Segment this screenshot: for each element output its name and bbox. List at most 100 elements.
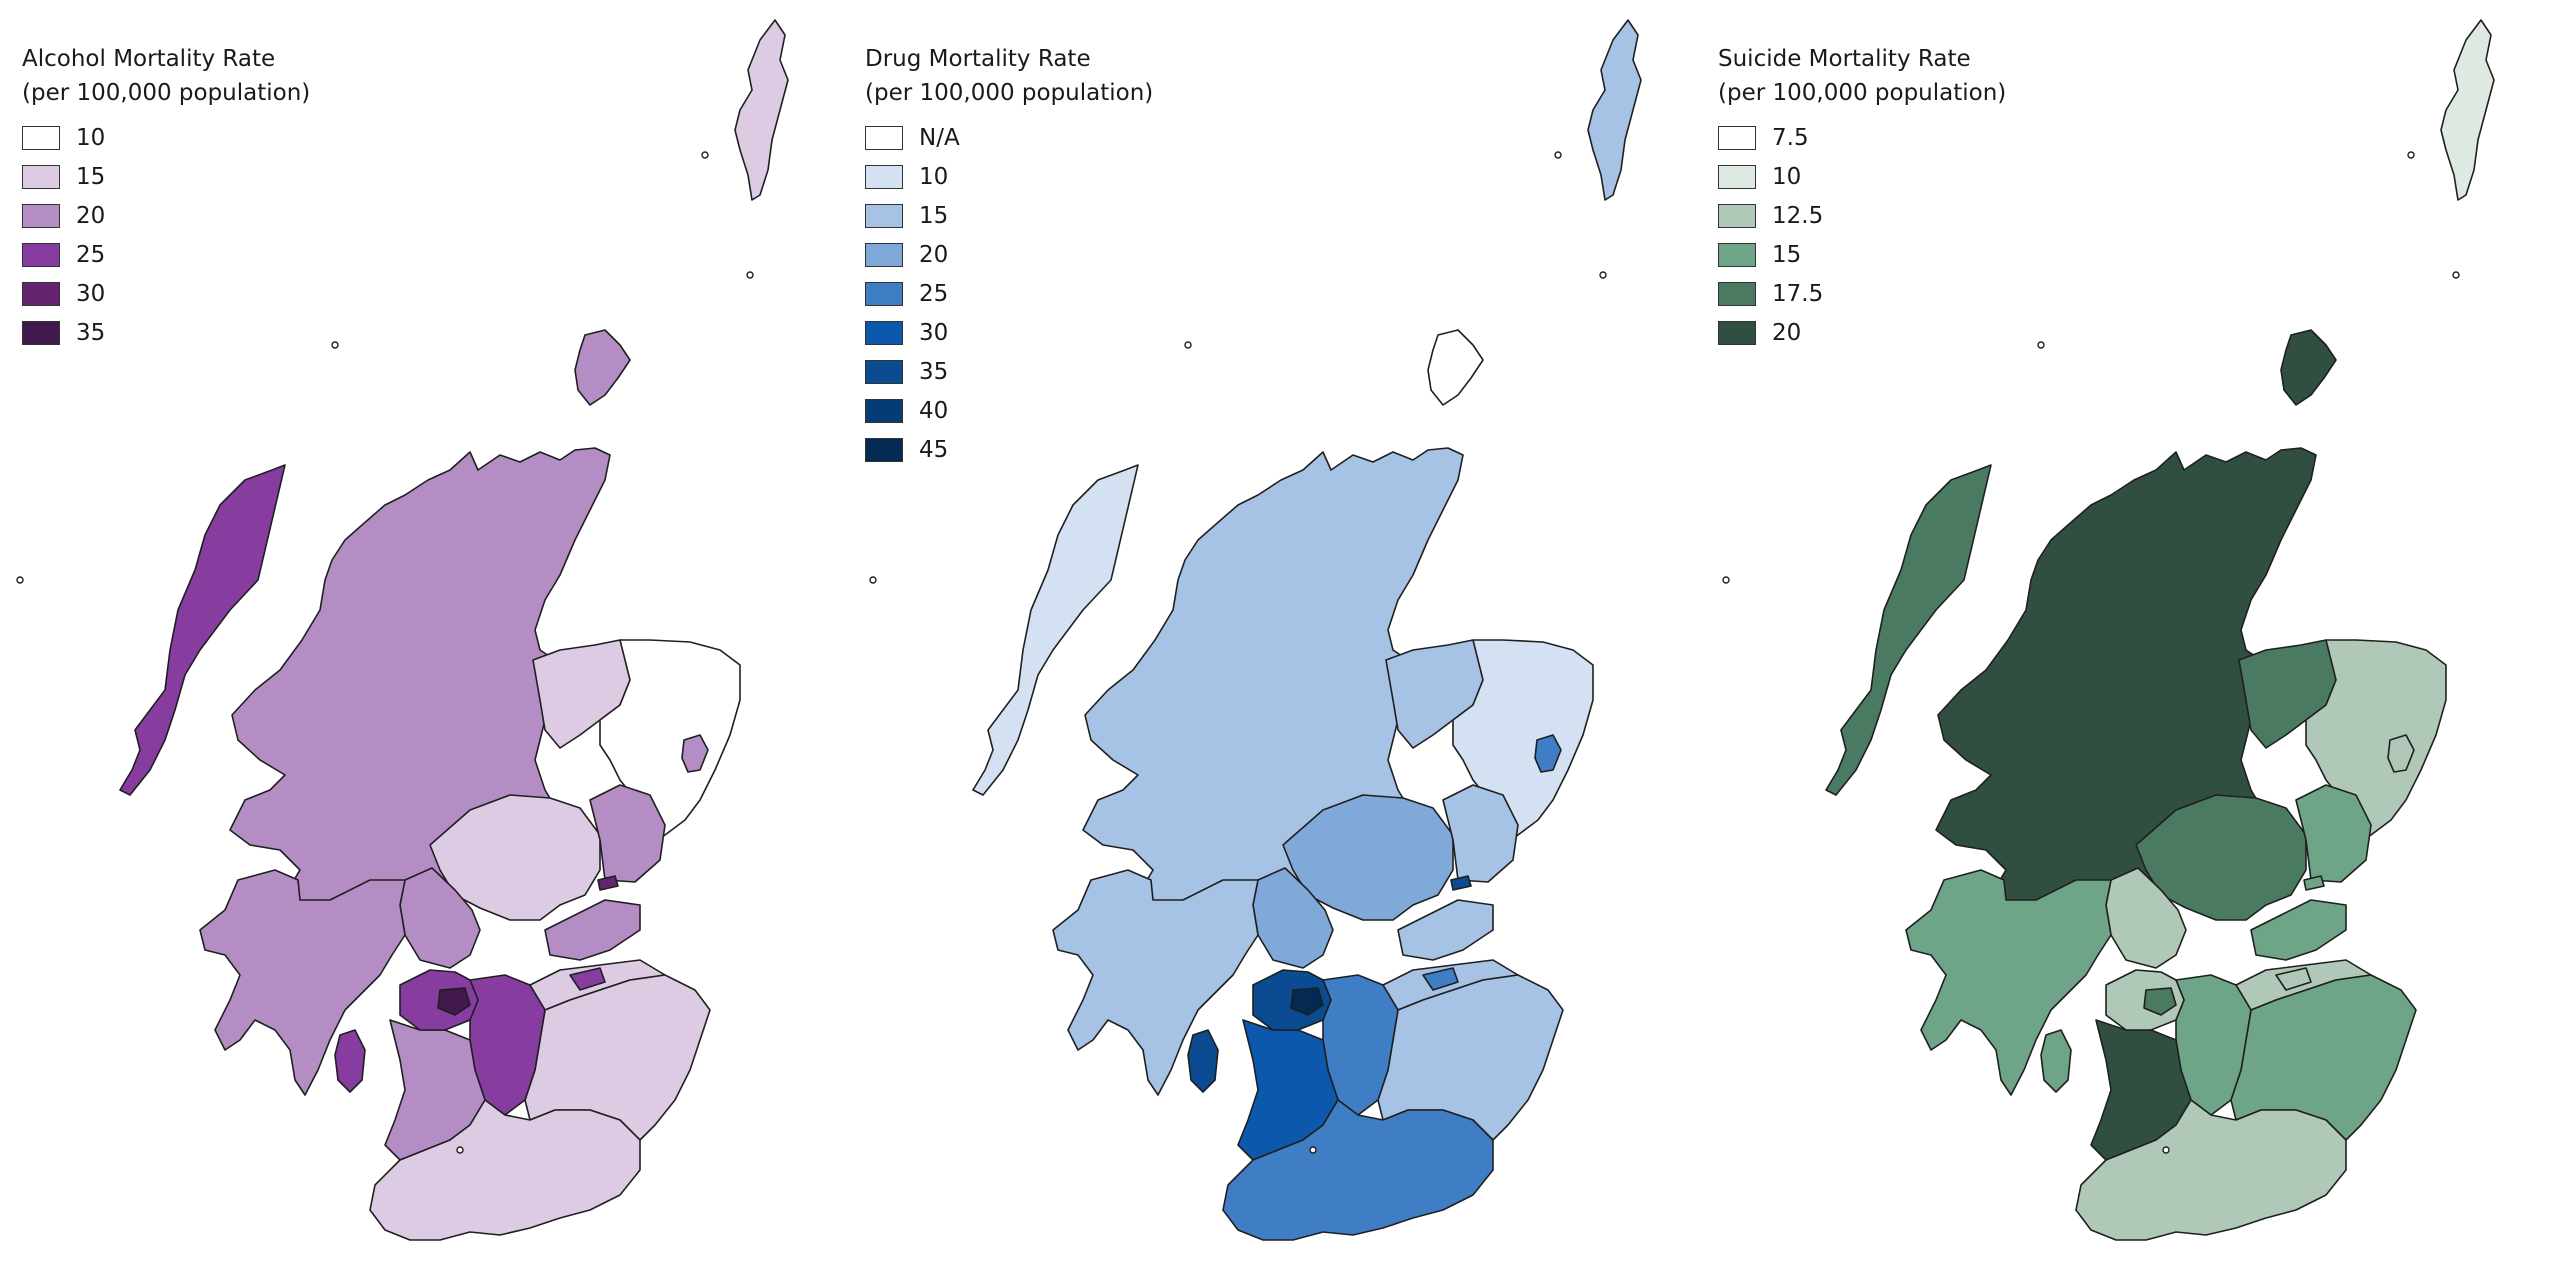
region-orkney [1427,329,1484,406]
alcohol-legend: Alcohol Mortality Rate (per 100,000 popu… [22,42,310,352]
legend-label: 15 [919,202,949,229]
region-edinburgh [1422,967,1459,991]
legend-swatch [22,242,60,267]
legend-label: 20 [76,202,106,229]
region-western-isles [972,464,1139,796]
islet-mark [16,576,24,584]
region-fife [544,899,641,961]
islet-mark [1599,271,1607,279]
legend-label: 17.5 [1772,280,1824,307]
islet-mark [1554,151,1562,159]
legend-label: N/A [919,124,960,151]
legend-label: 10 [76,124,106,151]
region-edinburgh [569,967,606,991]
legend-item: 20 [22,196,310,235]
region-shetland [1587,19,1642,201]
islet-mark [331,341,339,349]
legend-swatch [865,281,903,306]
legend-label: 40 [919,397,949,424]
region-aberdeen [1534,734,1562,773]
islet-mark [869,576,877,584]
islet-mark [2162,1146,2170,1154]
legend-item: 30 [865,313,1153,352]
region-dumfries [2075,1099,2347,1241]
region-shetland [2440,19,2495,201]
legend-label: 30 [76,280,106,307]
legend-label: 15 [1772,241,1802,268]
region-western-isles [119,464,286,796]
region-argyll [199,869,406,1096]
legend-item: 20 [865,235,1153,274]
region-lanark [1322,974,1399,1116]
region-fife [2250,899,2347,961]
legend-swatch [865,203,903,228]
legend-swatch [865,320,903,345]
legend-item: 25 [22,235,310,274]
legend-swatch [22,203,60,228]
region-orkney [574,329,631,406]
alcohol-legend-subtitle: (per 100,000 population) [22,80,311,106]
region-edinburgh [2275,967,2312,991]
suicide-map-panel: Suicide Mortality Rate (per 100,000 popu… [1706,0,2559,1265]
drug-legend-subtitle: (per 100,000 population) [865,80,1154,106]
suicide-legend-items: 7.5 10 12.5 15 17.5 20 [1718,118,2006,352]
legend-swatch [865,164,903,189]
drug-legend-title: Drug Mortality Rate [865,46,1091,72]
legend-swatch [865,242,903,267]
region-angus [2295,784,2372,883]
legend-item: 10 [1718,157,2006,196]
islet-mark [1309,1146,1317,1154]
region-aberdeen [681,734,709,773]
legend-item: 10 [22,118,310,157]
region-arran [2040,1029,2072,1093]
legend-item: N/A [865,118,1153,157]
legend-label: 7.5 [1772,124,1809,151]
alcohol-map-panel: Alcohol Mortality Rate (per 100,000 popu… [0,0,853,1265]
legend-item: 12.5 [1718,196,2006,235]
suicide-legend-subtitle: (per 100,000 population) [1718,80,2007,106]
islet-mark [2452,271,2460,279]
legend-swatch [1718,125,1756,150]
legend-item: 7.5 [1718,118,2006,157]
legend-item: 15 [1718,235,2006,274]
suicide-legend: Suicide Mortality Rate (per 100,000 popu… [1718,42,2006,352]
drug-map [869,19,1642,1241]
legend-label: 12.5 [1772,202,1824,229]
drug-legend: Drug Mortality Rate (per 100,000 populat… [865,42,1153,469]
legend-item: 40 [865,391,1153,430]
islet-mark [1722,576,1730,584]
region-lanark [2175,974,2252,1116]
legend-swatch [865,359,903,384]
region-western-isles [1825,464,1992,796]
legend-item: 25 [865,274,1153,313]
legend-item: 15 [22,157,310,196]
legend-swatch [1718,320,1756,345]
region-argyll [1905,869,2112,1096]
legend-label: 20 [1772,319,1802,346]
legend-swatch [1718,281,1756,306]
legend-item: 10 [865,157,1153,196]
suicide-legend-title: Suicide Mortality Rate [1718,46,1971,72]
region-fife [1397,899,1494,961]
region-dumfries [1222,1099,1494,1241]
region-glasgow-core [1290,987,1324,1016]
region-borders [2230,974,2417,1141]
legend-label: 10 [1772,163,1802,190]
legend-label: 35 [919,358,949,385]
legend-label: 35 [76,319,106,346]
legend-swatch [1718,203,1756,228]
region-borders [524,974,711,1141]
drug-map-panel: Drug Mortality Rate (per 100,000 populat… [853,0,1706,1265]
legend-item: 30 [22,274,310,313]
region-shetland [734,19,789,201]
legend-swatch [22,281,60,306]
legend-swatch [865,125,903,150]
legend-swatch [865,437,903,462]
islet-mark [746,271,754,279]
legend-label: 45 [919,436,949,463]
legend-item: 15 [865,196,1153,235]
region-arran [1187,1029,1219,1093]
islet-mark [1184,341,1192,349]
alcohol-legend-items: 10 15 20 25 30 35 [22,118,310,352]
legend-swatch [22,320,60,345]
